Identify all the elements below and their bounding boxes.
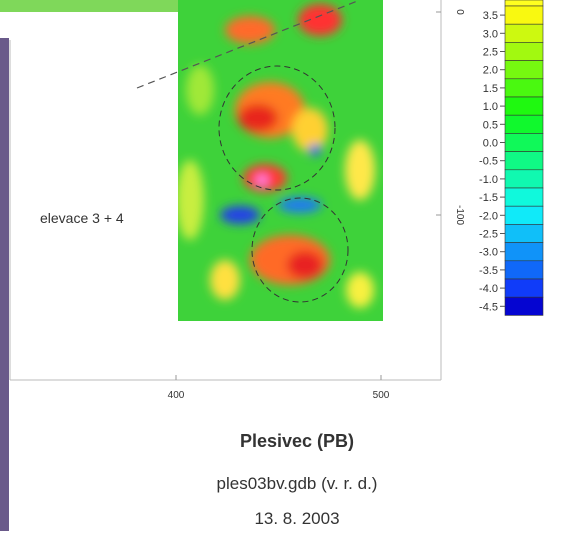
annotation: elevace 3 + 4: [40, 210, 124, 226]
colorbar-cell: [504, 78, 544, 98]
colorbar-label: 0.5: [483, 119, 498, 131]
colorbar-label: 2.5: [483, 47, 498, 59]
colorbar-cell: [504, 260, 544, 280]
anomaly-outline: [218, 65, 336, 191]
top-strip: [0, 0, 196, 12]
map-raster: [178, 0, 383, 321]
colorbar-cell: [504, 296, 544, 316]
colorbar-cell: [504, 114, 544, 134]
colorbar-cell: [504, 205, 544, 225]
profile-line: [136, 0, 361, 89]
caption-file: ples03bv.gdb (v. r. d.): [217, 474, 378, 493]
colorbar-cell: [504, 133, 544, 152]
colorbar-cell: [504, 96, 544, 116]
colorbar-label: -2.5: [479, 229, 498, 241]
colorbar-cell: [504, 5, 544, 25]
colorbar-label: -3.5: [479, 265, 498, 277]
colorbar-label: -3.0: [479, 247, 498, 259]
y-tick-label: -100: [454, 205, 465, 225]
anomaly-outline: [251, 197, 349, 303]
colorbar-cell: [504, 60, 544, 80]
colorbar-label: 3.0: [483, 28, 498, 40]
colorbar: 3.5 3.0 2.5 2.0 1.5 1.0 0.5 0.0 -0.5 -1.0 -1.5 -2.0…: [479, 0, 544, 316]
colorbar-cell: [504, 169, 544, 189]
side-strip: [0, 38, 9, 531]
x-tick-label: 500: [373, 390, 390, 401]
colorbar-label: 3.5: [483, 10, 498, 22]
colorbar-cell: [504, 0, 544, 7]
y-tick-label: 0: [454, 9, 465, 15]
colorbar-label: -1.0: [479, 174, 498, 186]
x-tick-label: 400: [168, 390, 185, 401]
colorbar-label: 1.5: [483, 83, 498, 95]
colorbar-label: 1.0: [483, 101, 498, 113]
colorbar-cell: [504, 23, 544, 43]
colorbar-label: 2.0: [483, 65, 498, 77]
colorbar-label: -4.5: [479, 301, 498, 313]
colorbar-cell: [504, 151, 544, 171]
colorbar-cell: [504, 224, 544, 243]
colorbar-label: 0.0: [483, 138, 498, 150]
colorbar-cell: [504, 242, 544, 262]
colorbar-cell: [504, 187, 544, 207]
caption-date: 13. 8. 2003: [254, 509, 339, 528]
colorbar-label: -0.5: [479, 156, 498, 168]
colorbar-label: -1.5: [479, 192, 498, 204]
colorbar-label: -2.0: [479, 210, 498, 222]
colorbar-cell: [504, 278, 544, 298]
colorbar-label: -4.0: [479, 283, 498, 295]
colorbar-cell: [504, 42, 544, 61]
caption-title: Plesivec (PB): [240, 431, 354, 451]
